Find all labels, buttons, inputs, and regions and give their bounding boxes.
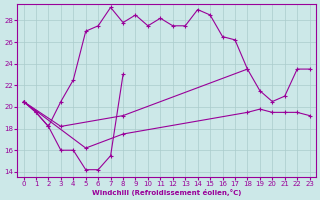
X-axis label: Windchill (Refroidissement éolien,°C): Windchill (Refroidissement éolien,°C) bbox=[92, 189, 241, 196]
